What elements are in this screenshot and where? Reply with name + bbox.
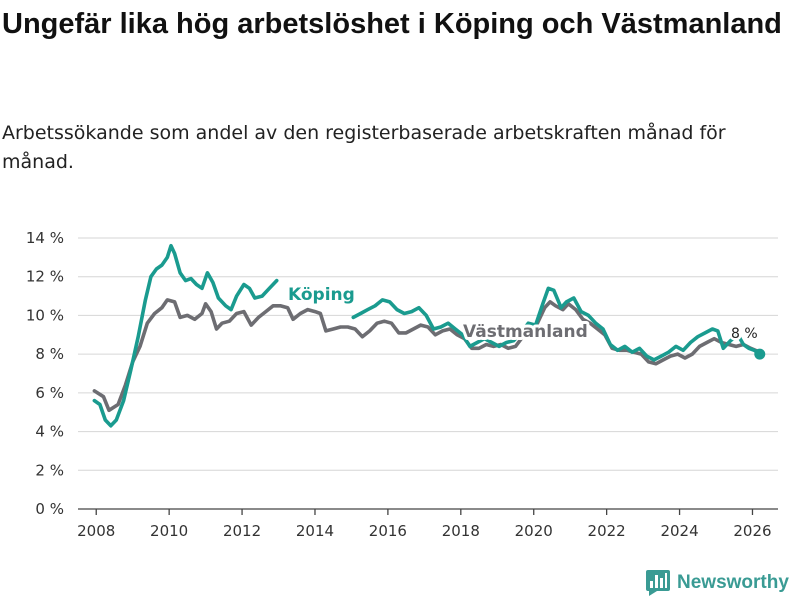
series-layer [92, 243, 762, 428]
chart-title: Ungefär lika hög arbetslöshet i Köping o… [2, 8, 782, 40]
x-tick-label: 2024 [660, 522, 698, 540]
chart-subtitle: Arbetssökande som andel av den registerb… [2, 122, 726, 173]
bar-chart-logo-icon [646, 570, 670, 596]
y-tick-label: 14 % [26, 229, 64, 247]
y-tick-label: 10 % [26, 306, 64, 324]
series-line-koping [351, 286, 762, 362]
y-tick-label: 0 % [35, 500, 64, 518]
x-tick-label: 2014 [296, 522, 334, 540]
series-line-koping [92, 243, 279, 428]
koping-label: Köping [288, 285, 355, 305]
axis-layer: 0 % 2 % 4 % 6 % 8 % 10 % 12 % 14 % 2008 2010 2012 2… [26, 229, 778, 540]
x-tick-label: 2016 [369, 522, 407, 540]
x-tick-label: 2012 [223, 522, 261, 540]
series-line-vastmanland [92, 298, 762, 413]
vastmanland-label-halo: Västmanland [463, 322, 588, 342]
brand-name: Newsworthy [677, 572, 789, 593]
x-tick-label: 2020 [515, 522, 553, 540]
newsworthy-logo: Newsworthy [645, 568, 789, 598]
y-tick-label: 4 % [35, 423, 64, 441]
y-tick-label: 8 % [35, 345, 64, 363]
y-tick-label: 6 % [35, 384, 64, 402]
x-tick-label: 2026 [733, 522, 771, 540]
x-tick-label: 2022 [588, 522, 626, 540]
vastmanland-label: Västmanland [463, 322, 588, 342]
end-point-marker [754, 348, 766, 360]
end-value-label: 8 % [731, 326, 758, 342]
y-tick-label: 12 % [26, 268, 64, 286]
x-tick-label: 2018 [442, 522, 480, 540]
x-tick-label: 2010 [150, 522, 188, 540]
koping-label-halo: Köping [288, 285, 355, 305]
end-value-label-halo: 8 % [731, 326, 758, 342]
x-tick-label: 2008 [77, 522, 115, 540]
y-tick-label: 2 % [35, 461, 64, 479]
